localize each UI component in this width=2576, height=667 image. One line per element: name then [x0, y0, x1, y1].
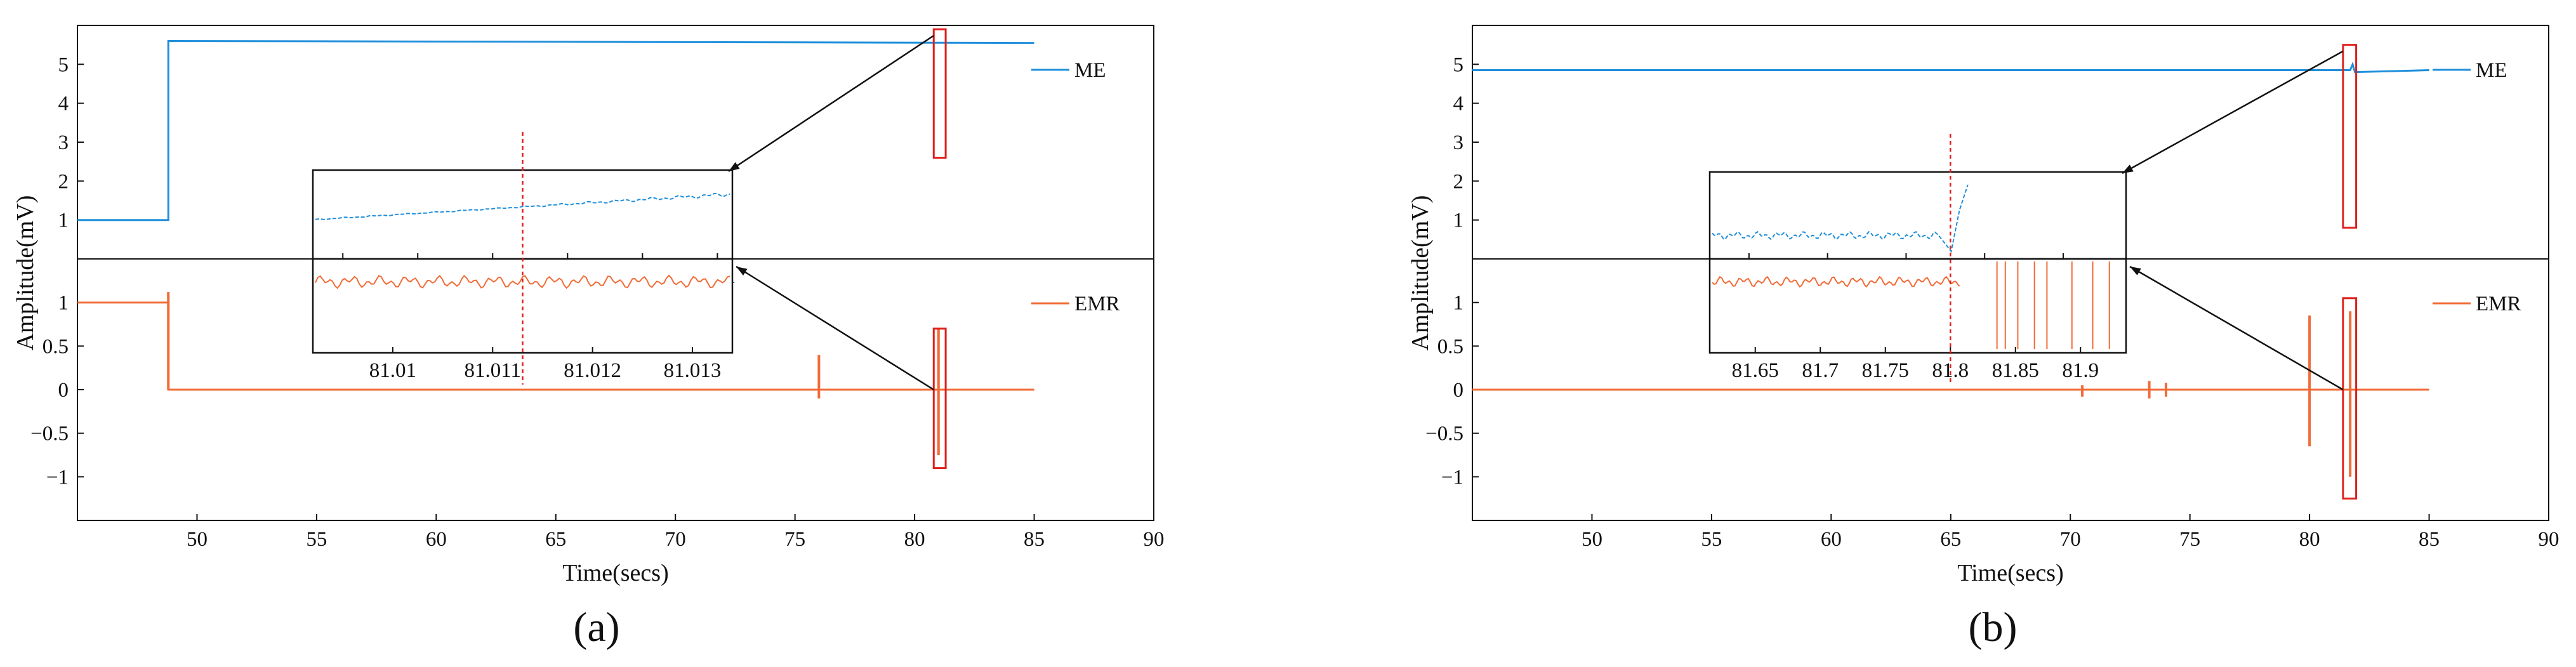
legend-label-emr: EMR [1074, 293, 1120, 315]
panel-label: (b) [1969, 604, 2018, 650]
panel-b: 50 55 60 65 70 75 80 85 90Time(secs)Amplitude(mV… [1407, 25, 2559, 650]
panel-a: 50 55 60 65 70 75 80 85 90Time(secs)Amplitude(mV… [12, 25, 1165, 650]
x-tick-label: 80 [904, 528, 925, 551]
y-tick-label: 3 [58, 131, 69, 154]
x-tick-label: 70 [665, 528, 686, 551]
x-tick-label: 85 [1024, 528, 1045, 551]
x-tick-label: 55 [1701, 528, 1722, 551]
zoom-arrow-head [729, 162, 740, 171]
inset-trace [315, 274, 730, 289]
x-tick-label: 50 [1582, 528, 1602, 551]
inset-x-tick-label: 81.9 [2062, 359, 2099, 382]
x-tick-label: 80 [2299, 528, 2320, 551]
inset-x-tick-label: 81.012 [564, 359, 621, 382]
x-tick-label: 85 [2419, 528, 2440, 551]
y-tick-label: 4 [1453, 93, 1464, 116]
y-tick-label: 5 [1453, 53, 1464, 76]
x-tick-label: 75 [784, 528, 805, 551]
y-tick-label: 1 [1453, 292, 1464, 315]
x-tick-label: 65 [545, 528, 566, 551]
zoom-arrow-line [736, 265, 934, 391]
y-tick-label: 5 [58, 53, 69, 76]
y-tick-label: 1 [58, 292, 69, 315]
x-axis-title: Time(secs) [1957, 560, 2063, 586]
y-tick-label: 0.5 [43, 335, 69, 358]
series-line-me [77, 39, 1034, 221]
inset-x-tick-label: 81.85 [1992, 359, 2039, 382]
inset-x-tick-label: 81.7 [1802, 359, 1839, 382]
x-tick-label: 75 [2179, 528, 2200, 551]
y-tick-label: 0 [1453, 379, 1464, 402]
y-tick-label: 1 [58, 209, 69, 232]
zoom-arrow-head [736, 267, 748, 276]
inset-frame [1708, 258, 2127, 354]
inset-x-tick-label: 81.011 [465, 359, 522, 382]
x-tick-label: 60 [426, 528, 447, 551]
y-tick-label: 0.5 [1437, 335, 1463, 358]
zoom-arrow-head [2122, 164, 2134, 173]
highlight-box [2342, 44, 2358, 229]
zoom-arrow-line [728, 35, 934, 173]
plot-frame [77, 25, 1154, 521]
x-axis-title: Time(secs) [562, 560, 668, 586]
legend-label-me: ME [1074, 59, 1106, 82]
zoom-arrow-head [2130, 267, 2141, 275]
x-tick-label: 90 [1144, 528, 1165, 551]
y-axis-title: Amplitude(mV) [1407, 195, 1434, 351]
x-tick-label: 50 [187, 528, 208, 551]
x-tick-label: 60 [1821, 528, 1842, 551]
plot-frame [1472, 25, 2549, 521]
zoom-arrow-line [2129, 265, 2344, 391]
y-tick-label: 2 [1453, 170, 1464, 193]
series-line-me [1472, 61, 2429, 74]
panel-label: (a) [573, 604, 619, 650]
x-tick-label: 70 [2060, 528, 2081, 551]
y-tick-label: −0.5 [30, 423, 69, 446]
highlight-box [2342, 297, 2358, 500]
y-tick-label: 2 [58, 170, 69, 193]
inset-x-tick-label: 81.75 [1862, 359, 1909, 382]
y-tick-label: −1 [1441, 466, 1463, 489]
y-tick-label: −0.5 [1425, 423, 1463, 446]
inset-trace [315, 192, 730, 220]
x-tick-label: 90 [2539, 528, 2559, 551]
inset-x-tick-label: 81.01 [369, 359, 416, 382]
y-tick-label: 0 [58, 379, 69, 402]
inset-trace [1712, 184, 1969, 253]
highlight-box [932, 327, 947, 470]
y-tick-label: 3 [1453, 131, 1464, 154]
y-axis-title: Amplitude(mV) [12, 195, 39, 351]
x-tick-label: 65 [1940, 528, 1961, 551]
legend-label-emr: EMR [2476, 293, 2521, 315]
y-tick-label: 1 [1453, 209, 1464, 232]
x-tick-label: 55 [306, 528, 327, 551]
zoom-arrow-line [2122, 50, 2344, 175]
y-tick-label: −1 [46, 466, 69, 489]
inset-trace [1712, 275, 1960, 288]
inset-frame [1708, 171, 2127, 260]
legend-label-me: ME [2476, 59, 2507, 82]
y-tick-label: 4 [58, 93, 69, 116]
inset-x-tick-label: 81.013 [664, 359, 722, 382]
highlight-box [932, 28, 947, 159]
inset-x-tick-label: 81.65 [1732, 359, 1779, 382]
